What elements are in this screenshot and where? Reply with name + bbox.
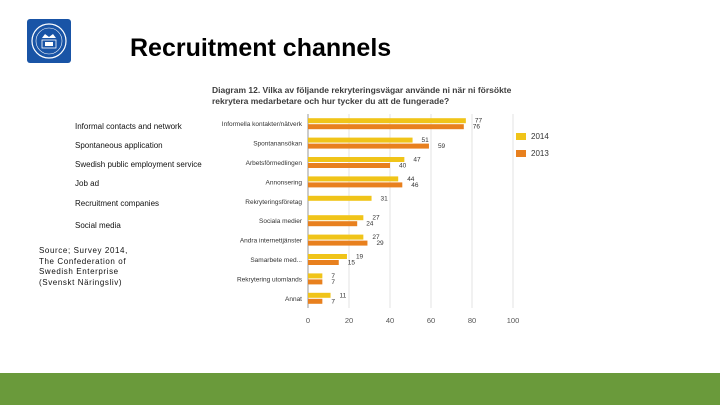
bar-2013 — [308, 182, 403, 188]
category-label: Sociala medier — [259, 218, 303, 225]
data-label: 7 — [331, 273, 335, 280]
english-label: Recruitment companies — [75, 199, 160, 208]
x-tick-label: 100 — [507, 316, 520, 325]
category-label: Andra internettjänster — [240, 238, 303, 245]
legend-label: 2014 — [531, 132, 549, 141]
bar-2014 — [308, 273, 323, 279]
bar-2013 — [308, 298, 323, 304]
bar-2014 — [308, 137, 413, 143]
english-label-list: Informal contacts and network Spontaneou… — [75, 0, 235, 405]
bar-2013 — [308, 240, 368, 246]
english-label: Swedish public employment service — [75, 160, 202, 169]
data-label: 59 — [438, 143, 446, 150]
english-label: Informal contacts and network — [75, 122, 182, 131]
data-label: 77 — [475, 118, 483, 125]
footer-bar — [0, 373, 720, 405]
data-label: 31 — [381, 195, 389, 202]
data-label: 7 — [331, 279, 335, 286]
category-label: Samarbete med... — [250, 257, 302, 264]
bar-2013 — [308, 260, 339, 265]
x-tick-label: 60 — [427, 316, 435, 325]
legend-swatch — [516, 150, 526, 157]
data-label: 11 — [340, 292, 347, 299]
data-label: 40 — [399, 163, 407, 170]
data-label: 15 — [348, 260, 356, 267]
bar-2014 — [308, 195, 372, 201]
source-note: Source; Survey 2014, The Confederation o… — [39, 246, 128, 287]
data-label: 51 — [422, 137, 430, 144]
data-label: 44 — [407, 176, 415, 183]
data-label: 7 — [331, 298, 335, 305]
bar-2014 — [308, 234, 364, 240]
data-label: 24 — [366, 221, 374, 228]
data-label: 19 — [356, 254, 364, 261]
bar-2014 — [308, 292, 331, 298]
english-label: Spontaneous application — [75, 141, 163, 150]
category-label: Spontanansökan — [253, 141, 302, 148]
bar-2014 — [308, 157, 405, 162]
data-label: 76 — [473, 124, 481, 131]
category-label: Annonsering — [266, 179, 303, 186]
bar-2014 — [308, 176, 399, 182]
data-label: 29 — [376, 240, 384, 247]
kth-logo — [27, 19, 71, 63]
english-label: Social media — [75, 221, 121, 230]
data-label: 27 — [372, 234, 380, 241]
data-label: 46 — [411, 182, 419, 189]
bar-2014 — [308, 118, 466, 124]
bar-2013 — [308, 279, 323, 285]
category-label: Annat — [285, 296, 302, 303]
bar-2014 — [308, 254, 347, 259]
legend-swatch — [516, 133, 526, 140]
category-label: Rekrytering utomlands — [237, 276, 303, 283]
slide-title: Recruitment channels — [130, 34, 392, 62]
x-tick-label: 0 — [306, 316, 310, 325]
bar-2013 — [308, 221, 358, 227]
data-label: 27 — [372, 215, 380, 222]
bar-2013 — [308, 124, 464, 130]
x-tick-label: 20 — [345, 316, 353, 325]
category-label: Arbetsförmedlingen — [246, 160, 303, 167]
english-label: Job ad — [75, 179, 100, 188]
category-label: Informella kontakter/nätverk — [222, 121, 303, 128]
chart-title: Diagram 12. Vilka av följande rekryterin… — [212, 85, 512, 106]
x-tick-label: 40 — [386, 316, 394, 325]
x-tick-label: 80 — [468, 316, 476, 325]
bar-2013 — [308, 143, 429, 149]
data-label: 47 — [413, 157, 421, 164]
legend-label: 2013 — [531, 149, 549, 158]
bar-2013 — [308, 163, 390, 168]
bar-2014 — [308, 215, 364, 221]
category-label: Rekryteringsföretag — [245, 199, 302, 206]
